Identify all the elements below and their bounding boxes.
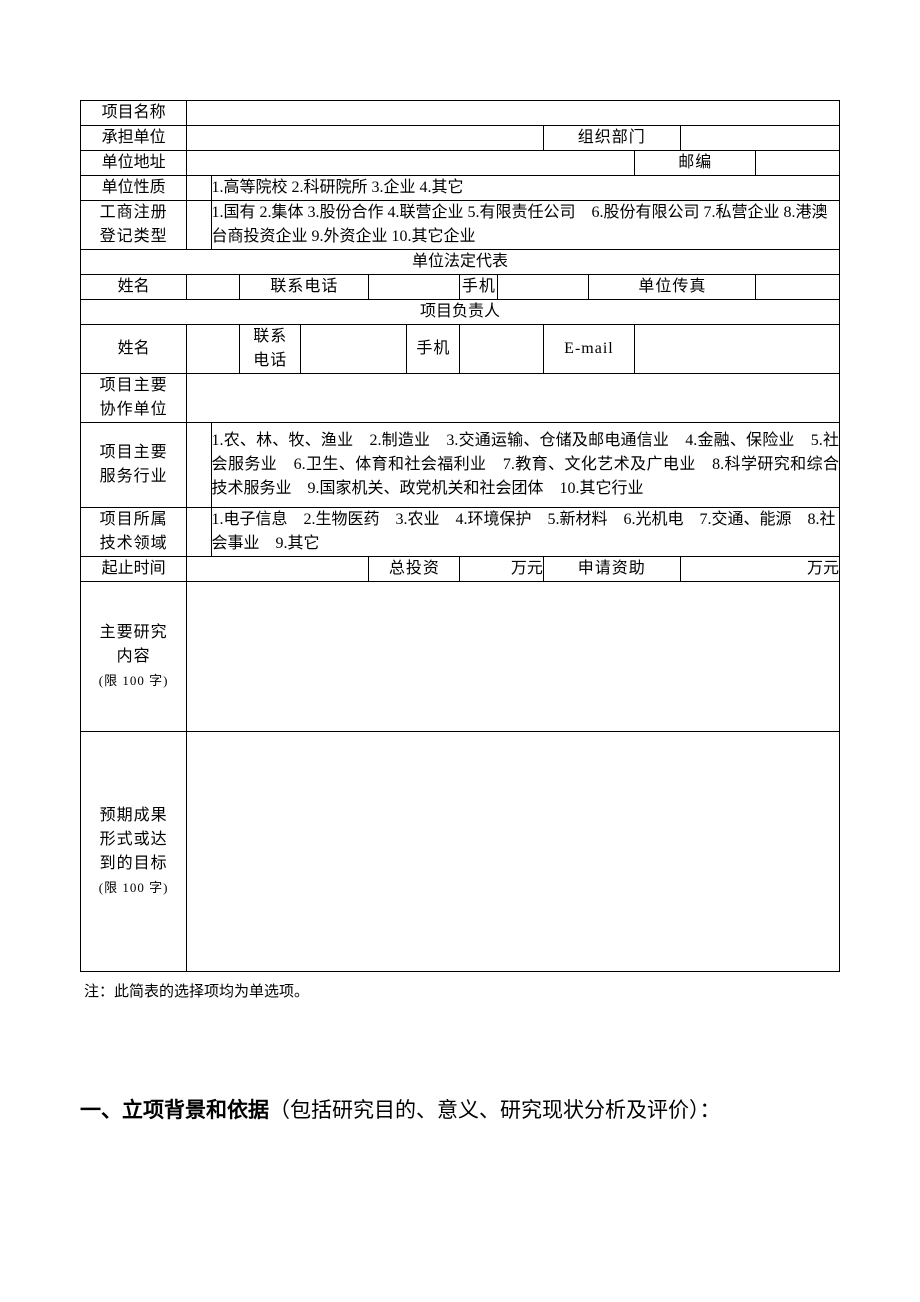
value-leader-mobile[interactable] [460, 325, 543, 374]
table-footnote: 注：此简表的选择项均为单选项。 [80, 980, 840, 1001]
options-service-industry: 1.农、林、牧、渔业 2.制造业 3.交通运输、仓储及邮电通信业 4.金融、保险… [211, 423, 839, 508]
value-period[interactable] [187, 557, 369, 582]
label-project-name: 项目名称 [81, 101, 187, 126]
value-total-investment[interactable]: 万元 [460, 557, 543, 582]
label-org-dept: 组织部门 [543, 126, 680, 151]
label-leader-phone: 联系 电话 [240, 325, 301, 374]
label-business-reg-type: 工商注册 登记类型 [81, 201, 187, 250]
value-expected-results[interactable] [187, 732, 840, 972]
label-unit-nature: 单位性质 [81, 176, 187, 201]
section-project-leader-header: 项目负责人 [81, 300, 840, 325]
label-tech-field: 项目所属 技术领域 [81, 508, 187, 557]
section-heading-desc: （包括研究目的、意义、研究现状分析及评价）： [269, 1098, 721, 1122]
value-legal-mobile[interactable] [498, 275, 589, 300]
value-tech-field-selection[interactable] [187, 508, 211, 557]
label-collab-unit: 项目主要 协作单位 [81, 374, 187, 423]
value-unit-fax[interactable] [756, 275, 840, 300]
section-heading: 一、立项背景和依据（包括研究目的、意义、研究现状分析及评价）： [80, 1091, 840, 1131]
value-org-dept[interactable] [680, 126, 839, 151]
options-business-reg-type: 1.国有 2.集体 3.股份合作 4.联营企业 5.有限责任公司 6.股份有限公… [211, 201, 839, 250]
options-tech-field: 1.电子信息 2.生物医药 3.农业 4.环境保护 5.新材料 6.光机电 7.… [211, 508, 839, 557]
label-postcode: 邮编 [634, 151, 755, 176]
label-email: E-mail [543, 325, 634, 374]
label-research-content: 主要研究 内容 (限 100 字) [81, 582, 187, 732]
value-collab-unit[interactable] [187, 374, 840, 423]
label-unit-fax: 单位传真 [589, 275, 756, 300]
value-legal-phone[interactable] [369, 275, 460, 300]
value-unit-nature-selection[interactable] [187, 176, 211, 201]
value-unit-address[interactable] [187, 151, 635, 176]
value-research-content[interactable] [187, 582, 840, 732]
value-undertaking-unit[interactable] [187, 126, 544, 151]
section-heading-number: 一、立项背景和依据 [80, 1098, 269, 1122]
value-service-industry-selection[interactable] [187, 423, 211, 508]
label-legal-mobile: 手机 [460, 275, 498, 300]
value-business-reg-type-selection[interactable] [187, 201, 211, 250]
label-unit-address: 单位地址 [81, 151, 187, 176]
label-expected-results: 预期成果 形式或达 到的目标 (限 100 字) [81, 732, 187, 972]
value-leader-phone[interactable] [301, 325, 407, 374]
value-email[interactable] [634, 325, 839, 374]
label-legal-phone: 联系电话 [240, 275, 369, 300]
label-legal-name: 姓名 [81, 275, 187, 300]
project-form-table: 项目名称 承担单位 组织部门 单位地址 邮编 单位性质 1.高等院校 2.科研院… [80, 100, 840, 972]
label-total-investment: 总投资 [369, 557, 460, 582]
value-project-name[interactable] [187, 101, 840, 126]
label-service-industry: 项目主要 服务行业 [81, 423, 187, 508]
label-leader-name: 姓名 [81, 325, 187, 374]
label-undertaking-unit: 承担单位 [81, 126, 187, 151]
label-leader-mobile: 手机 [407, 325, 460, 374]
value-leader-name[interactable] [187, 325, 240, 374]
value-legal-name[interactable] [187, 275, 240, 300]
label-apply-fund: 申请资助 [543, 557, 680, 582]
value-postcode[interactable] [756, 151, 840, 176]
section-legal-rep-header: 单位法定代表 [81, 250, 840, 275]
options-unit-nature: 1.高等院校 2.科研院所 3.企业 4.其它 [211, 176, 839, 201]
value-apply-fund[interactable]: 万元 [680, 557, 839, 582]
label-period: 起止时间 [81, 557, 187, 582]
